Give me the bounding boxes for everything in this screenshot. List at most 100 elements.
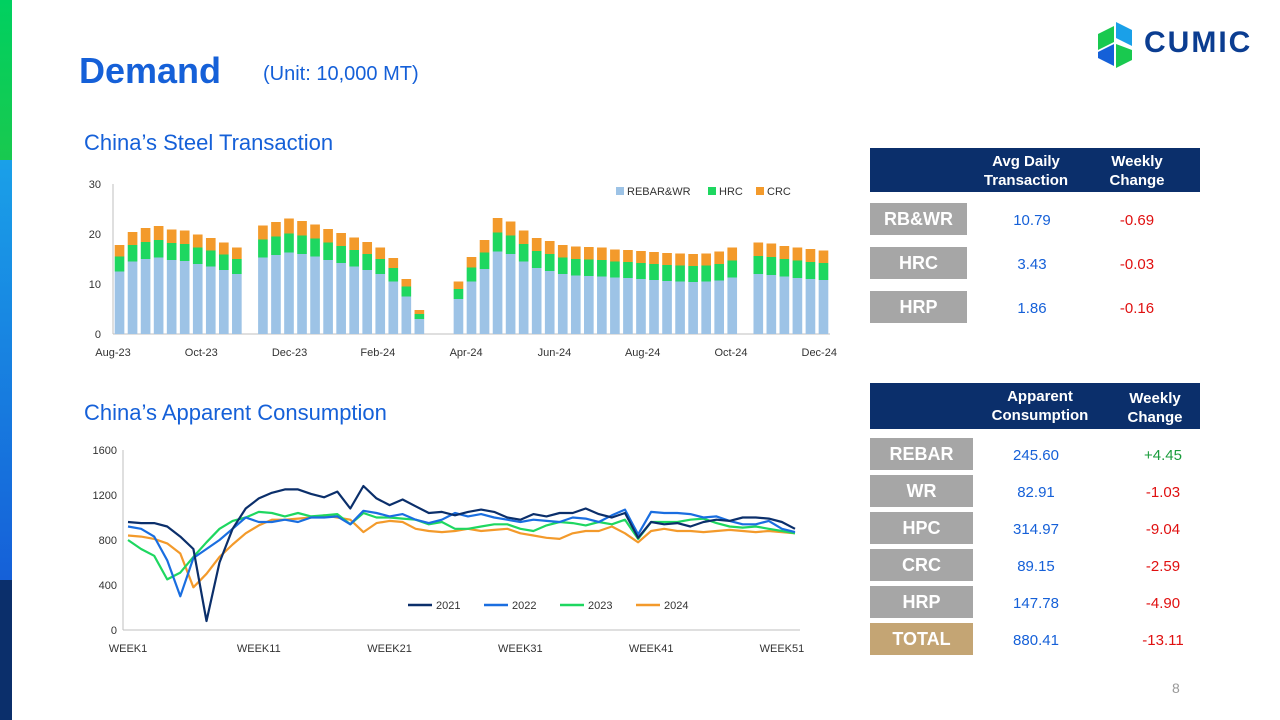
- bar-crc: [232, 247, 242, 259]
- legend-swatch: [708, 187, 716, 195]
- bar-rebarwr: [375, 274, 386, 334]
- bar-crc: [766, 243, 777, 257]
- bar-hrc: [297, 235, 307, 254]
- legend-swatch: [756, 187, 764, 195]
- logo-text: CUMIC: [1144, 26, 1253, 59]
- bar-hrc: [414, 314, 425, 319]
- unit-label: (Unit: 10,000 MT): [263, 63, 419, 85]
- bar-hrc: [205, 250, 216, 267]
- bar-rebarwr: [805, 279, 816, 334]
- y-tick-label: 1600: [93, 445, 117, 457]
- bar-hrc: [388, 268, 399, 282]
- accent-bar-blue: [0, 160, 12, 580]
- bar-rebarwr: [597, 276, 607, 334]
- bar-crc: [375, 247, 386, 259]
- x-tick-label: WEEK51: [760, 643, 805, 655]
- bar-rebarwr: [192, 264, 203, 334]
- legend-label: HRC: [719, 186, 743, 198]
- x-tick-label: WEEK1: [109, 643, 148, 655]
- legend-label: CRC: [767, 186, 791, 198]
- x-tick-label: WEEK21: [367, 643, 412, 655]
- y-tick-label: 10: [89, 279, 101, 291]
- page-number: 8: [1172, 680, 1180, 696]
- bar-hrc: [649, 264, 659, 280]
- row-value: 245.60: [1013, 447, 1059, 464]
- bar-crc: [727, 247, 738, 261]
- x-tick-label: Oct-24: [714, 347, 747, 359]
- bar-crc: [492, 218, 503, 233]
- bar-hrc: [114, 256, 125, 272]
- bar-crc: [258, 225, 268, 240]
- bar-crc: [414, 310, 425, 314]
- y-tick-label: 0: [111, 625, 117, 637]
- bar-crc: [153, 226, 164, 240]
- bar-crc: [127, 232, 138, 245]
- bar-rebarwr: [205, 266, 216, 334]
- header-weekly-change: Weekly Change: [1109, 153, 1165, 189]
- bar-hrc: [557, 257, 568, 274]
- bar-rebarwr: [349, 266, 359, 334]
- bar-crc: [401, 279, 412, 287]
- x-tick-label: Oct-23: [185, 347, 218, 359]
- bar-hrc: [662, 265, 672, 281]
- accent-bar-green: [0, 0, 12, 160]
- x-tick-label: Jun-24: [538, 347, 572, 359]
- row-change: -0.69: [1119, 212, 1155, 229]
- bar-hrc: [701, 265, 711, 282]
- bar-rebarwr: [466, 281, 477, 334]
- row-value: 880.41: [1013, 632, 1059, 649]
- bar-crc: [205, 238, 216, 251]
- bar-hrc: [127, 245, 138, 262]
- bar-crc: [688, 254, 698, 266]
- bar-crc: [805, 249, 816, 262]
- bar-hrc: [623, 262, 633, 278]
- bar-hrc: [349, 250, 359, 267]
- bar-rebarwr: [531, 268, 542, 334]
- bar-hrc: [232, 259, 242, 274]
- bar-rebarwr: [779, 276, 790, 334]
- bar-crc: [323, 229, 333, 243]
- bar-rebarwr: [753, 274, 764, 334]
- bar-crc: [310, 224, 320, 239]
- row-value: 89.15: [1017, 558, 1055, 575]
- row-label-total: TOTAL: [870, 623, 973, 655]
- bar-hrc: [401, 286, 412, 297]
- row-value: 314.97: [1013, 521, 1059, 538]
- bar-rebarwr: [818, 280, 829, 334]
- bar-hrc: [805, 262, 816, 279]
- bar-crc: [818, 250, 829, 263]
- header-weekly-change: Weekly Change: [1127, 390, 1183, 426]
- transaction-chart-title: China’s Steel Transaction: [84, 130, 334, 155]
- bar-crc: [466, 257, 477, 268]
- row-label-rbwr: RB&WR: [870, 203, 967, 235]
- row-value: 82.91: [1017, 484, 1055, 501]
- row-change: -4.90: [1145, 595, 1181, 612]
- bar-crc: [179, 230, 190, 244]
- x-tick-label: WEEK41: [629, 643, 674, 655]
- legend-label: REBAR&WR: [627, 186, 691, 198]
- bar-crc: [714, 251, 725, 264]
- x-tick-label: WEEK11: [237, 643, 281, 655]
- bar-crc: [531, 238, 542, 251]
- legend-label: 2022: [512, 600, 536, 612]
- bar-rebarwr: [492, 251, 503, 334]
- bar-hrc: [779, 259, 790, 277]
- bar-rebarwr: [570, 275, 581, 334]
- bar-rebarwr: [714, 280, 725, 334]
- steel-transaction-chart: 0 10 20 30 Aug-23 Oct-23 Dec-23 Feb-24 Apr-24 Jun…: [89, 179, 837, 359]
- row-change: -0.16: [1119, 300, 1155, 317]
- bar-crc: [362, 242, 373, 254]
- bar-rebarwr: [362, 270, 373, 334]
- row-change: -0.03: [1119, 256, 1155, 273]
- row-value: 3.43: [1017, 256, 1047, 273]
- bar-crc: [479, 240, 490, 253]
- bar-crc: [701, 253, 711, 266]
- bar-hrc: [166, 243, 177, 260]
- bar-hrc: [375, 259, 386, 274]
- bar-rebarwr: [557, 274, 568, 334]
- bar-rebarwr: [166, 260, 177, 334]
- bar-hrc: [597, 260, 607, 277]
- x-tick-label: Dec-23: [272, 347, 307, 359]
- bar-crc: [349, 237, 359, 250]
- cumic-logo-icon: [1098, 22, 1132, 68]
